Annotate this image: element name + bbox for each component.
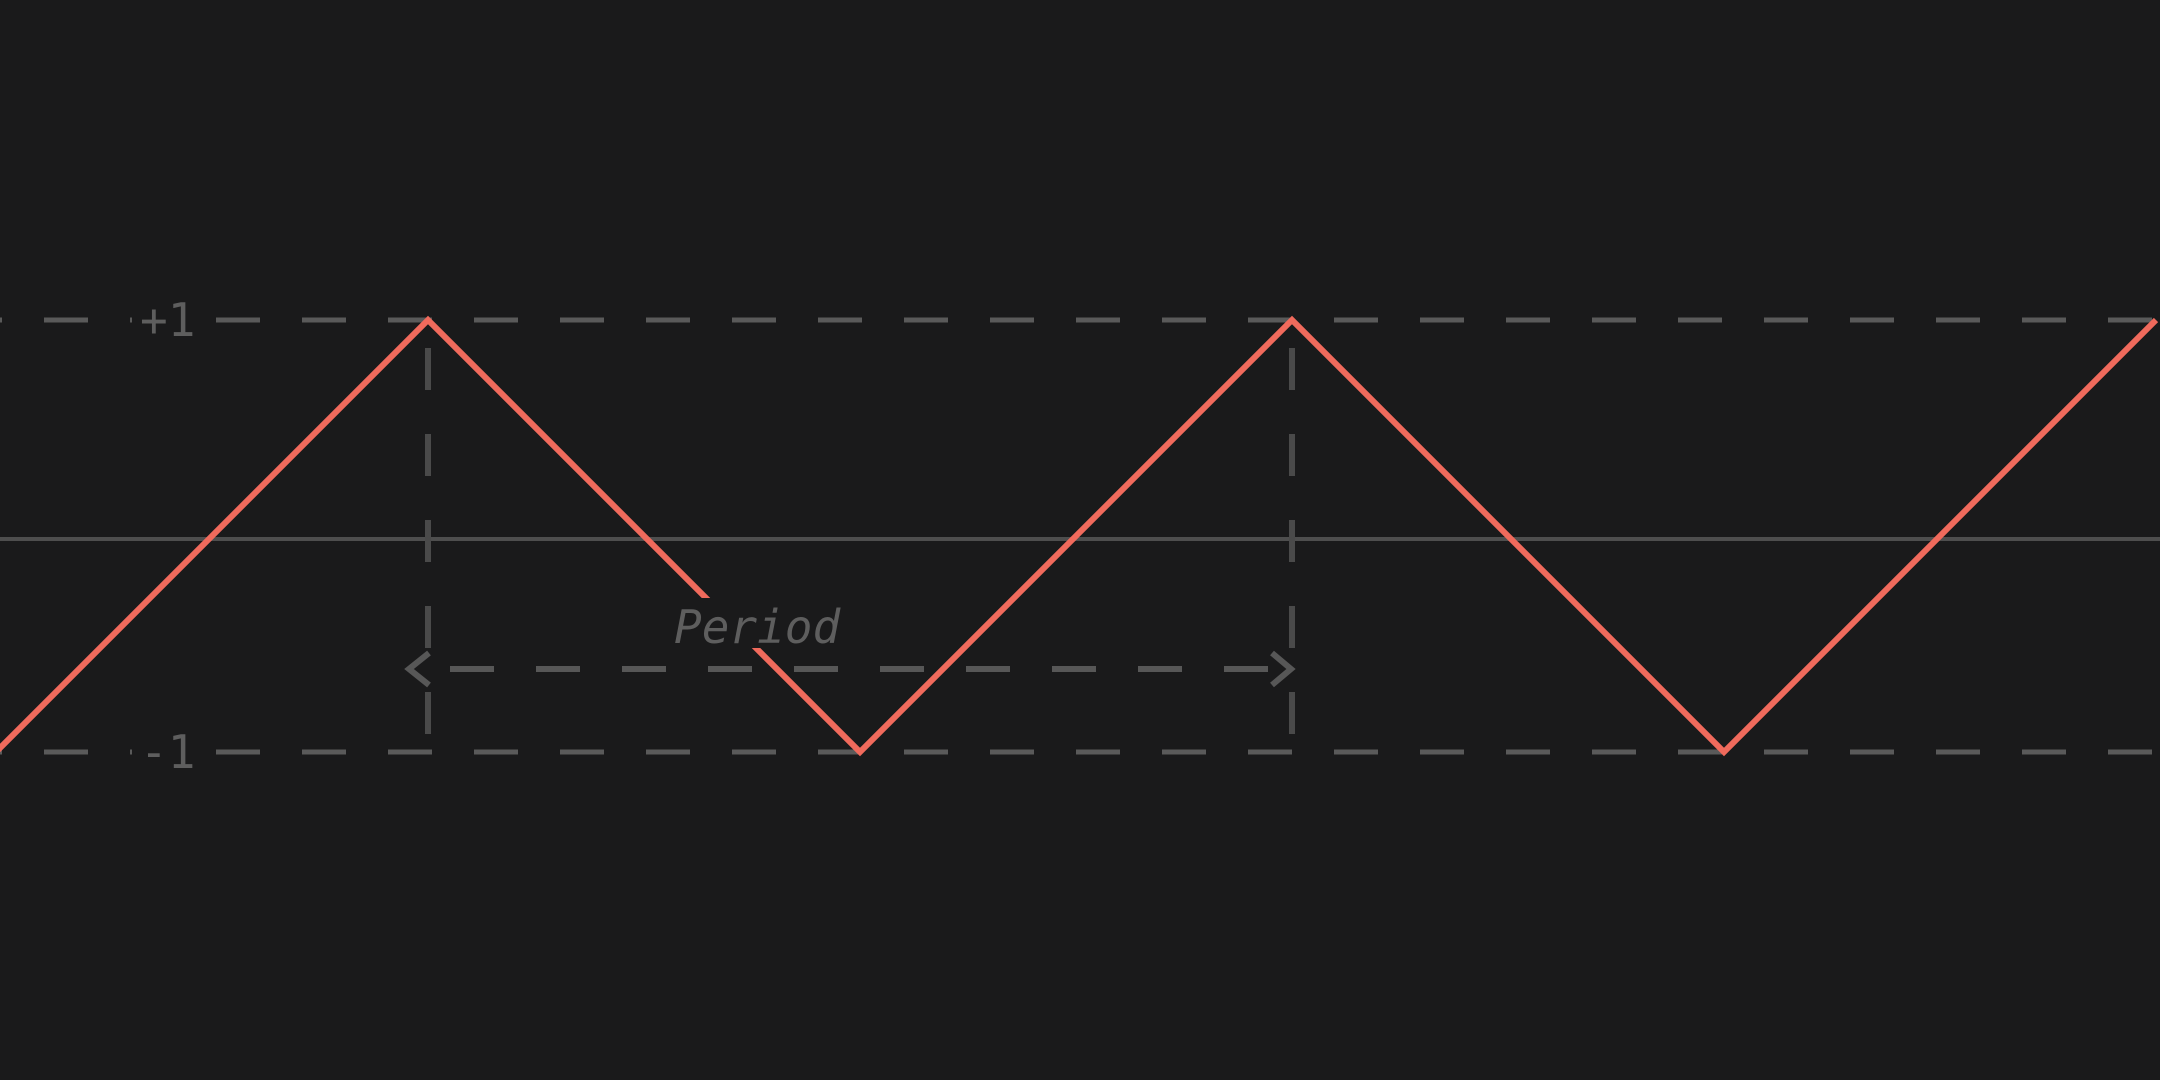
min-label: -1 — [140, 725, 195, 779]
period-arrow-left-head — [404, 650, 431, 688]
min-label-background — [132, 728, 212, 778]
period-label-background — [668, 598, 850, 648]
period-label: Period — [674, 600, 841, 654]
max-label-background — [132, 296, 212, 346]
period-arrow-right-head — [1270, 650, 1296, 688]
max-label: +1 — [140, 293, 195, 347]
triangle-wave — [0, 315, 2159, 757]
